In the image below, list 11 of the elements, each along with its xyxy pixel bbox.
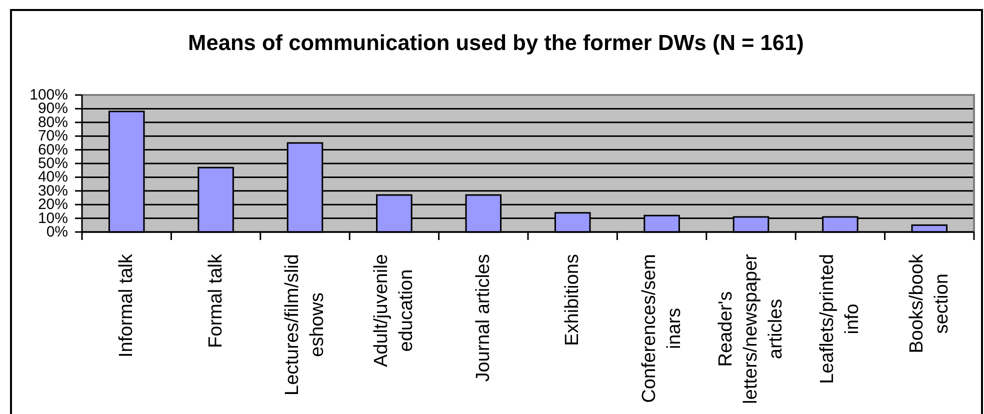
x-tick-label: Lectures/film/slid eshows bbox=[282, 254, 328, 396]
x-tick-label: Journal articles bbox=[472, 254, 494, 382]
x-tick-label: Leaflets/printed info bbox=[817, 254, 864, 384]
chart-title: Means of communication used by the former DWs (N = 161) bbox=[188, 30, 804, 55]
x-tick-label: Books/book section bbox=[906, 254, 952, 354]
x-tick-label: Exhibitions bbox=[562, 254, 584, 346]
x-tick-label: Reader's letters/newspaper articles bbox=[716, 253, 786, 404]
x-tick-label: Adult/juvenile education bbox=[371, 254, 418, 368]
x-tick-label: Formal talk bbox=[205, 254, 226, 348]
x-tick-label: Conferences/sem inars bbox=[638, 254, 685, 403]
x-tick-label: Informal talk bbox=[116, 254, 138, 358]
